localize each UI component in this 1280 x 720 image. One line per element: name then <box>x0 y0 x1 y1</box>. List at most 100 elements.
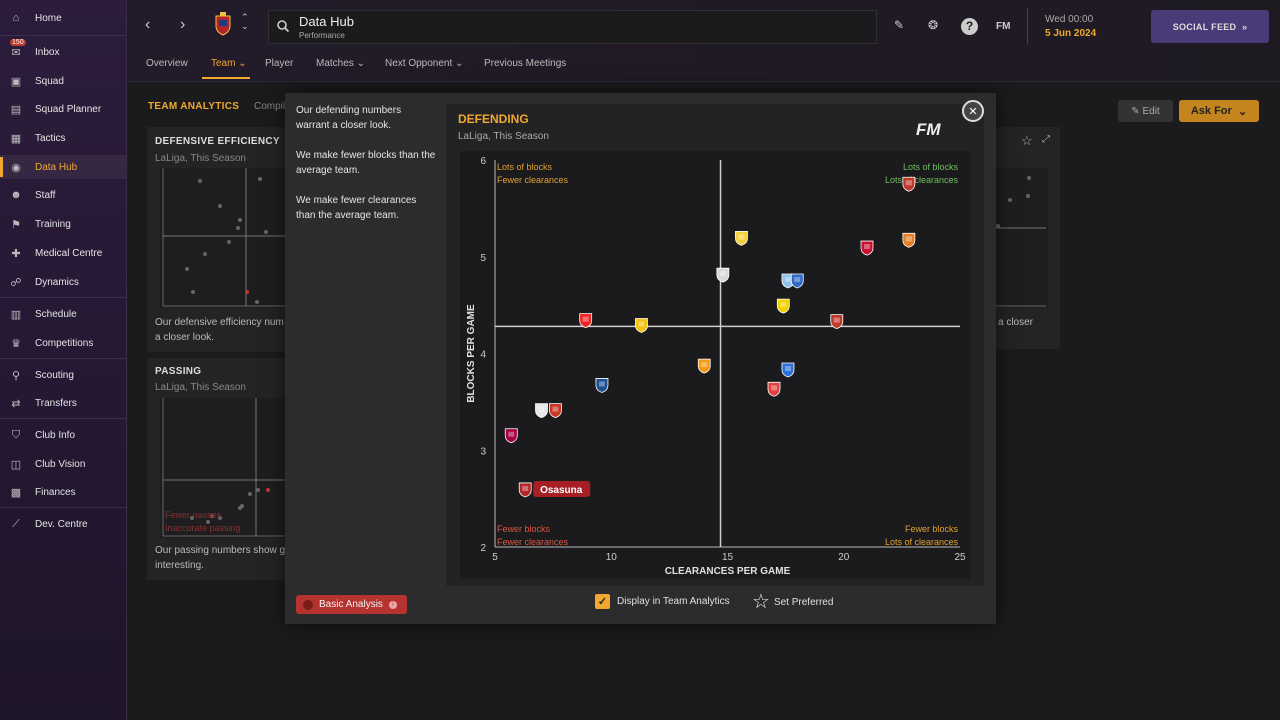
sidebar-divider <box>0 418 126 419</box>
club-crest-icon <box>860 240 874 256</box>
club-point[interactable] <box>535 403 548 419</box>
fm-logo: FM <box>916 120 941 139</box>
club-crest-icon <box>595 378 609 393</box>
expand-icon[interactable]: ⤢ <box>1042 134 1050 145</box>
info-icon[interactable]: i <box>388 600 397 609</box>
active-tab-indicator <box>202 77 250 79</box>
staff-icon: ☻ <box>10 189 22 201</box>
club-point[interactable] <box>767 381 781 397</box>
chevron-down-icon: ⌄ <box>238 58 247 69</box>
back-arrow-icon[interactable]: ‹ <box>145 16 151 33</box>
right-mini-chart <box>996 168 1048 308</box>
sidebar-item-club-info[interactable]: ⛉ Club Info <box>0 423 126 447</box>
sidebar-item-training[interactable]: ⚑ Training <box>0 212 126 236</box>
club-point[interactable] <box>579 313 593 329</box>
set-preferred-toggle[interactable]: ☆ Set Preferred <box>752 591 834 613</box>
sidebar-item-medical-centre[interactable]: ✚ Medical Centre <box>0 241 126 265</box>
club-point[interactable] <box>716 267 730 283</box>
sidebar-item-inbox[interactable]: ✉ 150 Inbox <box>0 39 126 64</box>
club-switch-icon[interactable]: ⌃ ⌄ <box>241 12 249 31</box>
clipboard-icon: ▤ <box>10 103 22 116</box>
ask-for-button[interactable]: Ask For ⌄ <box>1179 100 1259 122</box>
sidebar-item-squad[interactable]: ▣ Squad <box>0 69 126 93</box>
club-point[interactable] <box>504 428 518 444</box>
sidebar-item-dev-centre[interactable]: ⟋ Dev. Centre <box>0 512 126 536</box>
x-tick-label: 25 <box>954 552 966 563</box>
crest-detail <box>780 302 787 308</box>
club-point[interactable] <box>549 403 562 419</box>
club-point[interactable] <box>776 298 790 314</box>
insight-text: We make fewer blocks than the average te… <box>296 150 436 176</box>
club-point[interactable]: Osasuna <box>518 480 591 498</box>
sidebar-item-schedule[interactable]: ▥ Schedule <box>0 302 126 326</box>
analysis-icon <box>303 599 313 610</box>
sidebar-item-transfers[interactable]: ⇄ Transfers <box>0 391 126 415</box>
sidebar-item-finances[interactable]: ▩ Finances <box>0 480 126 504</box>
defensive-efficiency-text: Our defensive efficiency num <box>155 317 284 328</box>
quadrant-label: Fewer clearances <box>497 175 569 185</box>
y-tick-label: 3 <box>480 446 486 457</box>
club-crest-icon <box>716 267 730 283</box>
club-point[interactable] <box>790 273 804 289</box>
club-crest-icon <box>518 482 532 498</box>
pencil-icon[interactable]: ✎ <box>894 18 905 32</box>
help-icon[interactable]: ? <box>961 18 978 35</box>
sidebar-item-squad-planner[interactable]: ▤ Squad Planner <box>0 97 126 121</box>
tab-matches[interactable]: Matches ⌄ <box>316 58 365 69</box>
sidebar-item-competitions[interactable]: ♛ Competitions <box>0 331 126 355</box>
sidebar-item-data-hub[interactable]: ◉ Data Hub <box>0 155 126 179</box>
sidebar-item-staff[interactable]: ☻ Staff <box>0 183 126 207</box>
club-point[interactable] <box>830 314 844 330</box>
brain-icon[interactable]: ❂ <box>928 18 939 32</box>
sidebar-divider <box>0 297 126 298</box>
chart-subtitle: LaLiga, This Season <box>458 131 549 142</box>
sidebar-item-tactics[interactable]: ▦ Tactics <box>0 126 126 150</box>
club-point[interactable] <box>735 231 748 246</box>
crest-detail <box>738 234 745 240</box>
quadrant-label: Lots of clearances <box>885 537 959 547</box>
club-point[interactable] <box>595 378 609 393</box>
basic-analysis-button[interactable]: Basic Analysis i <box>296 595 407 614</box>
sidebar-item-dynamics[interactable]: ☍ Dynamics <box>0 270 126 294</box>
defensive-efficiency-mini-chart <box>160 168 285 308</box>
club-point[interactable] <box>781 362 795 378</box>
club-crest-icon[interactable] <box>214 12 232 36</box>
passing-sub: LaLiga, This Season <box>155 382 246 393</box>
sidebar-item-home[interactable]: ⌂ Home <box>0 6 126 30</box>
fm-menu-icon[interactable]: FM <box>996 21 1011 32</box>
analysis-dialog: Our defending numbers warrant a closer l… <box>285 93 996 624</box>
forward-arrow-icon[interactable]: › <box>180 16 186 33</box>
tab-player[interactable]: Player <box>265 58 294 69</box>
display-in-team-analytics-toggle[interactable]: ✓ Display in Team Analytics <box>595 594 730 609</box>
star-icon[interactable]: ☆ <box>1021 133 1033 148</box>
social-feed-button[interactable]: SOCIAL FEED » <box>1151 10 1269 43</box>
x-tick-label: 10 <box>606 552 618 563</box>
close-button[interactable]: ✕ <box>962 100 984 122</box>
x-tick-label: 15 <box>722 552 734 563</box>
breadcrumb[interactable]: Data Hub Performance <box>268 10 877 44</box>
star-icon[interactable]: ☆ <box>752 591 770 613</box>
checkbox[interactable]: ✓ <box>595 594 610 609</box>
sidebar-item-scouting[interactable]: ⚲ Scouting <box>0 363 126 387</box>
club-point[interactable] <box>635 318 648 333</box>
tactics-board-icon: ▦ <box>10 132 22 145</box>
tab-next-opponent[interactable]: Next Opponent ⌄ <box>385 58 464 69</box>
tab-team[interactable]: Team ⌄ <box>211 58 247 69</box>
search-icon <box>277 20 289 32</box>
date-display[interactable]: Wed 00:00 5 Jun 2024 <box>1027 8 1137 44</box>
club-point[interactable] <box>860 240 874 256</box>
sidebar-item-club-vision[interactable]: ◫ Club Vision <box>0 452 126 476</box>
edit-button[interactable]: ✎ Edit <box>1118 100 1173 122</box>
tab-previous-meetings[interactable]: Previous Meetings <box>484 58 567 69</box>
crest-detail <box>582 316 589 322</box>
club-point[interactable] <box>902 176 916 192</box>
inbox-icon: ✉ 150 <box>10 39 26 59</box>
club-crest-icon <box>781 362 795 378</box>
club-point[interactable] <box>902 232 916 248</box>
x-tick-label: 20 <box>838 552 850 563</box>
chevron-down-icon: ⌄ <box>356 58 365 69</box>
highlight-tag <box>533 480 591 497</box>
tab-overview[interactable]: Overview <box>146 58 188 69</box>
club-point[interactable] <box>697 358 711 374</box>
